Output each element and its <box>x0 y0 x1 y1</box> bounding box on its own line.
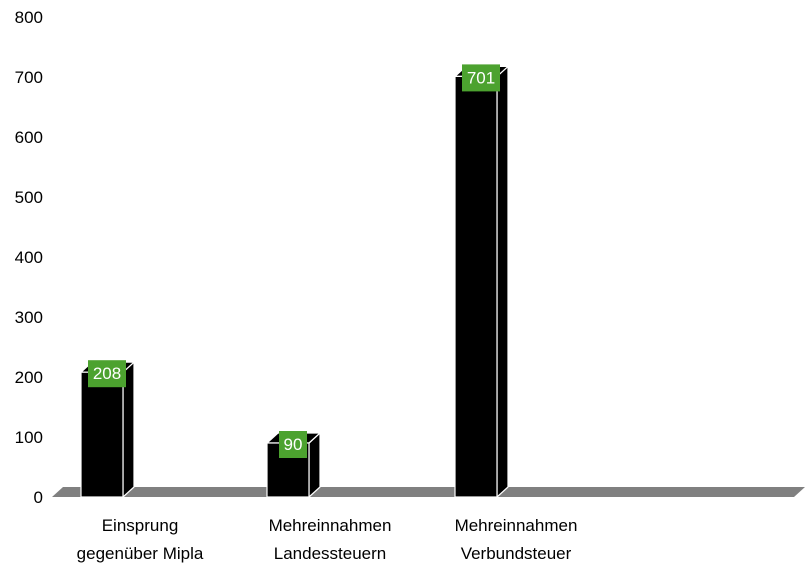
data-label: 701 <box>462 64 500 92</box>
svg-text:90: 90 <box>284 435 303 454</box>
y-tick-label: 300 <box>15 308 43 327</box>
y-tick-label: 600 <box>15 128 43 147</box>
bar <box>454 65 509 498</box>
svg-text:701: 701 <box>467 68 495 87</box>
y-tick-label: 0 <box>34 488 43 507</box>
y-tick-label: 200 <box>15 368 43 387</box>
data-label: 90 <box>279 431 307 458</box>
chart-floor <box>52 487 805 497</box>
y-tick-label: 500 <box>15 188 43 207</box>
y-tick-label: 800 <box>15 8 43 27</box>
y-tick-label: 100 <box>15 428 43 447</box>
x-category-label: Mehreinnahmen Landessteuern <box>269 516 392 563</box>
y-tick-label: 700 <box>15 68 43 87</box>
data-label: 208 <box>88 360 126 388</box>
svg-text:208: 208 <box>93 364 121 383</box>
x-category-label: Einsprung gegenüber Mipla <box>77 516 204 563</box>
x-category-label: Mehreinnahmen Verbundsteuer <box>455 516 578 563</box>
y-tick-label: 400 <box>15 248 43 267</box>
